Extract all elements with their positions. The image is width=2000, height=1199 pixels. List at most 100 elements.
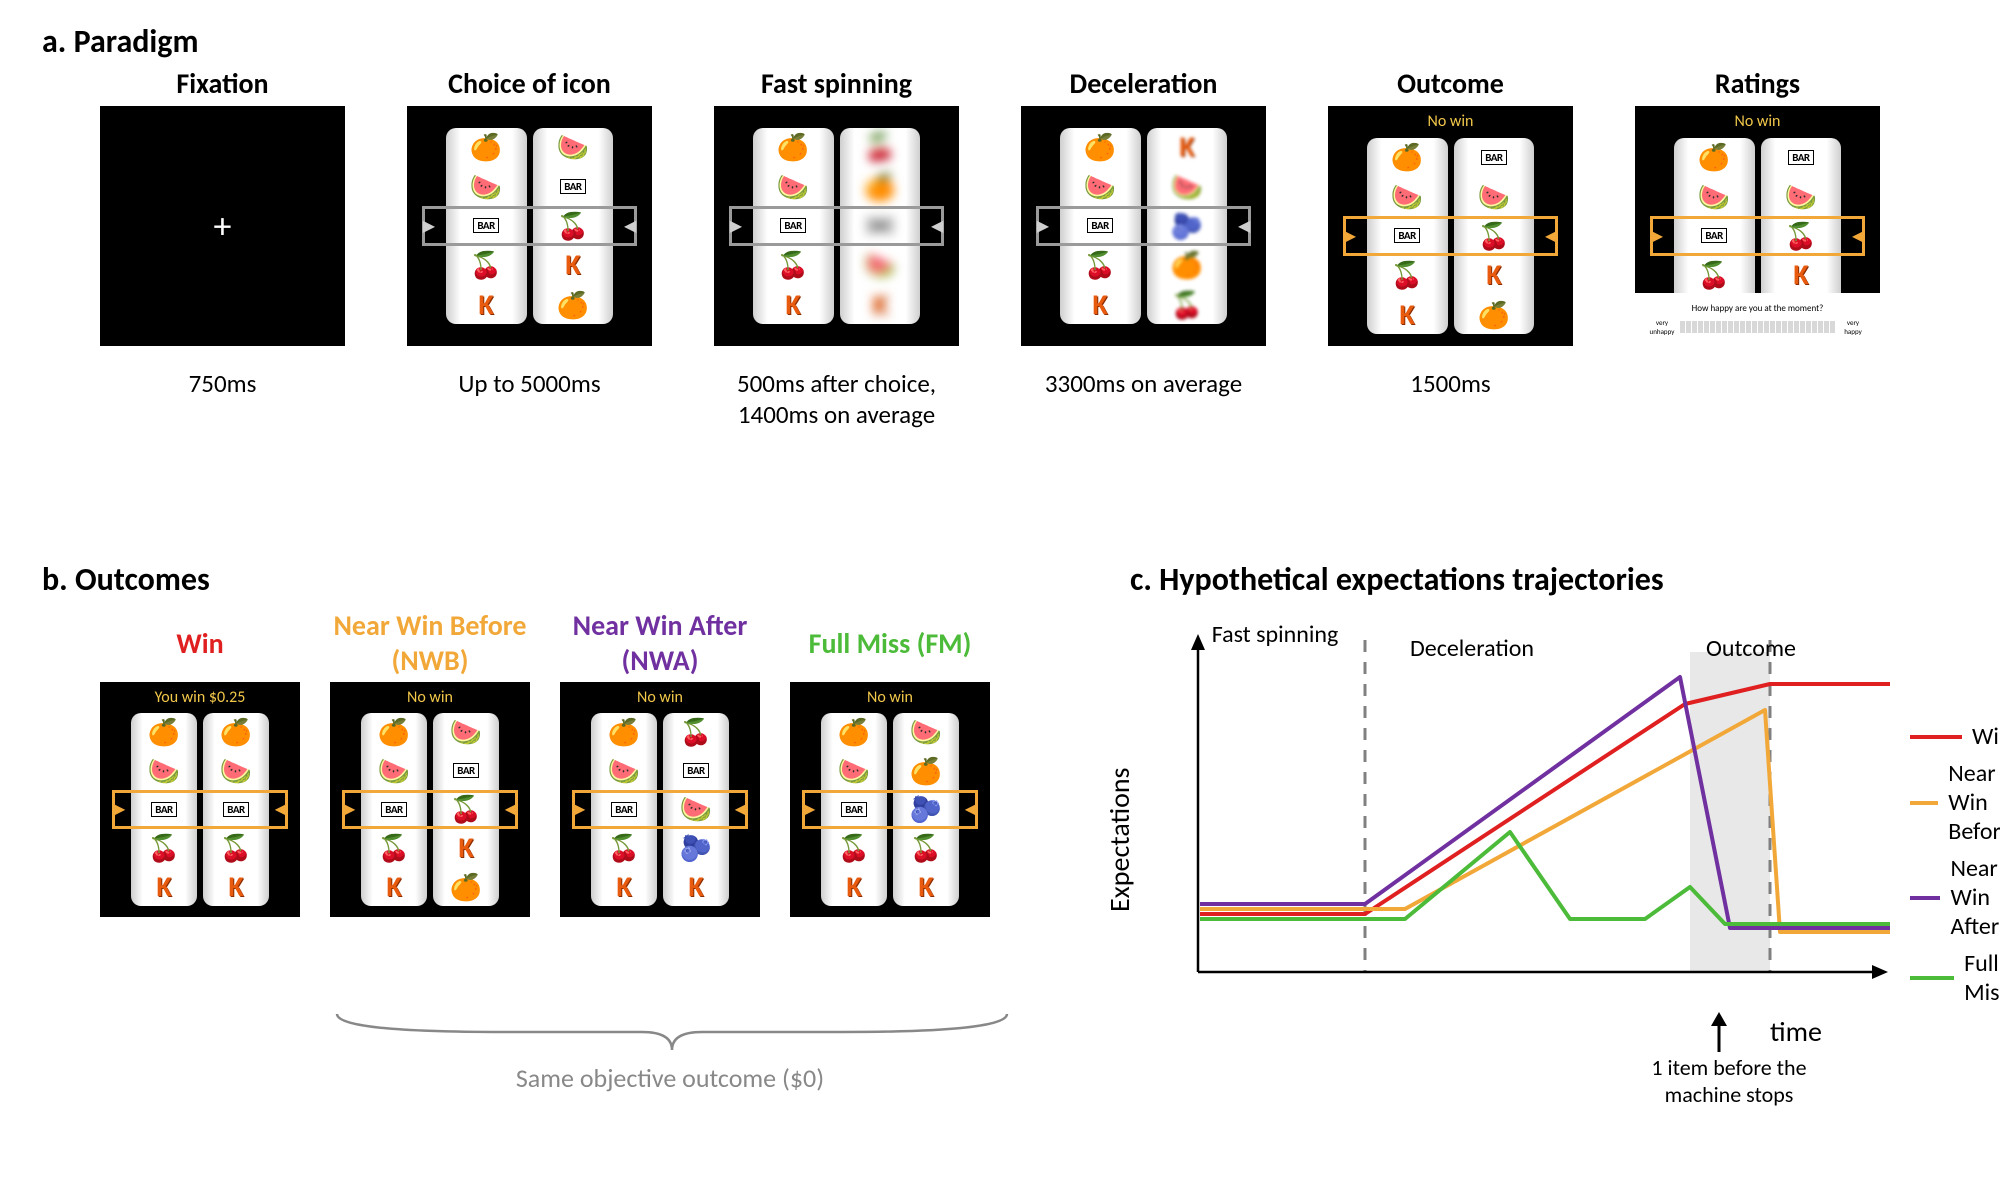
reel-cell: 🍉 — [533, 128, 614, 167]
reel-cell: BAR — [1454, 138, 1535, 177]
reel-cell: 🍊 — [433, 867, 499, 906]
payline: ▶◀ — [342, 790, 518, 829]
outcome-column: Full Miss (FM)🍊🍉BAR🍒K🍉🍊🫐🍒K▶◀No win — [790, 604, 990, 917]
cherry-icon: 🍒 — [1084, 252, 1116, 278]
cherry-icon: 🍒 — [864, 134, 896, 160]
payline: ▶◀ — [1650, 216, 1866, 255]
k-icon: K — [1092, 291, 1107, 319]
reel-cell: K — [361, 867, 427, 906]
panel-b-title: b. Outcomes — [42, 560, 210, 599]
k-icon: K — [846, 873, 861, 901]
reel-cell: 🍉 — [446, 167, 527, 206]
orange-icon: 🍊 — [864, 174, 896, 200]
outcome-column: Win🍊🍉BAR🍒K🍊🍉BAR🍒K▶◀You win $0.25 — [100, 604, 300, 917]
cherry-icon: 🍒 — [1391, 262, 1423, 288]
reel-cell: 🍒 — [893, 829, 959, 868]
rating-scale: very unhappy very happy — [1648, 318, 1867, 336]
reel-cell: K — [1454, 256, 1535, 295]
orange-icon: 🍊 — [777, 134, 809, 160]
outcome-column: Near Win Before (NWB)🍊🍉BAR🍒K🍉BAR🍒K🍊▶◀No … — [330, 604, 530, 917]
watermelon-icon: 🍉 — [864, 252, 896, 278]
slot-panel: 🍊🍉BAR🍒K🍉🍊🫐🍒K▶◀No win — [790, 682, 990, 917]
orange-icon: 🍊 — [470, 134, 502, 160]
reel-cell: K — [893, 867, 959, 906]
orange-icon: 🍊 — [1084, 134, 1116, 160]
reel-cell: 🍉 — [753, 167, 834, 206]
phase-label: Fixation — [176, 66, 268, 106]
panel-a-row: Fixation+750msChoice of icon🍊🍉BAR🍒K🍉BAR🍒… — [100, 66, 1880, 430]
reel-cell: K — [663, 867, 729, 906]
slot-panel: 🍊🍉BAR🍒K🍒BAR🍉🫐K▶◀No win — [560, 682, 760, 917]
reel-cell: K — [203, 867, 269, 906]
watermelon-icon: 🍉 — [148, 758, 180, 784]
payline-marker-left-icon: ▶ — [1037, 216, 1049, 236]
payline-marker-right-icon: ◀ — [931, 216, 943, 236]
payline-marker-left-icon: ▶ — [1651, 226, 1663, 246]
outcome-text: No win — [1328, 112, 1573, 131]
payline: ▶◀ — [1343, 216, 1559, 255]
cherry-icon: 🍒 — [1171, 292, 1203, 318]
reel-cell: BAR — [533, 167, 614, 206]
phase-label: Choice of icon — [448, 66, 611, 106]
x-axis-arrow-icon — [1872, 965, 1888, 979]
expectations-chart — [1170, 632, 1890, 1012]
payline-marker-right-icon: ◀ — [735, 799, 747, 819]
fixation-panel: + — [100, 106, 345, 346]
legend-swatch — [1910, 801, 1938, 805]
outcome-text: No win — [330, 688, 530, 707]
rating-question: How happy are you at the moment? — [1692, 303, 1824, 314]
outcome-label: Win — [176, 604, 223, 682]
reel-cell: K — [1367, 295, 1448, 334]
chart-ylabel: Expectations — [1102, 768, 1137, 913]
legend-label: Win — [1972, 722, 2000, 751]
watermelon-icon: 🍉 — [470, 174, 502, 200]
phase-column: Fixation+750ms — [100, 66, 345, 430]
reel-cell: 🍊 — [840, 167, 921, 206]
payline-marker-left-icon: ▶ — [1344, 226, 1356, 246]
reel-cell: K — [821, 867, 887, 906]
outcome-text: No win — [790, 688, 990, 707]
brace-note: Same objective outcome ($0) — [340, 1062, 1000, 1094]
reel-cell: K — [533, 246, 614, 285]
k-icon: K — [688, 873, 703, 901]
rating-ticks — [1680, 321, 1835, 333]
reel-cell: 🍉 — [1147, 167, 1228, 206]
chart-legend: WinNear Win BeforeNear Win AfterFull Mis… — [1910, 722, 2000, 1015]
panel-a-title: a. Paradigm — [42, 22, 198, 61]
watermelon-icon: 🍉 — [910, 719, 942, 745]
legend-item: Full Miss — [1910, 949, 2000, 1007]
slot-panel: 🍊🍉BAR🍒K🍉BAR🍒K🍊▶◀ — [407, 106, 652, 346]
orange-icon: 🍊 — [1698, 144, 1730, 170]
slot-panel: 🍊🍉BAR🍒KK🍉🫐🍊🍒▶◀ — [1021, 106, 1266, 346]
orange-icon: 🍊 — [220, 719, 252, 745]
slot-panel: 🍊🍉BAR🍒K🍉BAR🍒K🍊▶◀No win — [330, 682, 530, 917]
bar-icon: BAR — [453, 763, 478, 778]
rating-bar: How happy are you at the moment? very unh… — [1635, 293, 1880, 346]
reel-cell: 🍒 — [1147, 285, 1228, 324]
reel-cell: 🍒 — [131, 829, 197, 868]
payline: ▶◀ — [1036, 206, 1252, 245]
reel-cell: 🍊 — [1454, 295, 1535, 334]
legend-swatch — [1910, 896, 1940, 900]
rating-right-label: very happy — [1839, 318, 1867, 336]
reel-cell: K — [446, 285, 527, 324]
reel-cell: 🍉 — [1367, 177, 1448, 216]
phase-column: Ratings🍊🍉BAR🍒KBAR🍉🍒K🍊▶◀No winHow happy a… — [1635, 66, 1880, 430]
rating-left-label: very unhappy — [1648, 318, 1676, 336]
k-icon: K — [785, 291, 800, 319]
fixation-cross-icon: + — [214, 204, 232, 248]
phase-label: Fast spinning — [761, 66, 912, 106]
payline-marker-right-icon: ◀ — [1852, 226, 1864, 246]
reel-cell: 🍉 — [1454, 177, 1535, 216]
outcome-column: Near Win After (NWA)🍊🍉BAR🍒K🍒BAR🍉🫐K▶◀No w… — [560, 604, 760, 917]
legend-label: Full Miss — [1964, 949, 2000, 1007]
reel-cell: 🍉 — [131, 752, 197, 791]
reel-cell: 🍊 — [591, 713, 657, 752]
reel-cell: BAR — [433, 752, 499, 791]
watermelon-icon: 🍉 — [1478, 184, 1510, 210]
reel-cell: 🍒 — [591, 829, 657, 868]
series-near-win-before — [1200, 710, 1890, 932]
watermelon-icon: 🍉 — [1785, 184, 1817, 210]
bar-icon: BAR — [1788, 150, 1813, 165]
arrow-svg — [1704, 1012, 1734, 1054]
